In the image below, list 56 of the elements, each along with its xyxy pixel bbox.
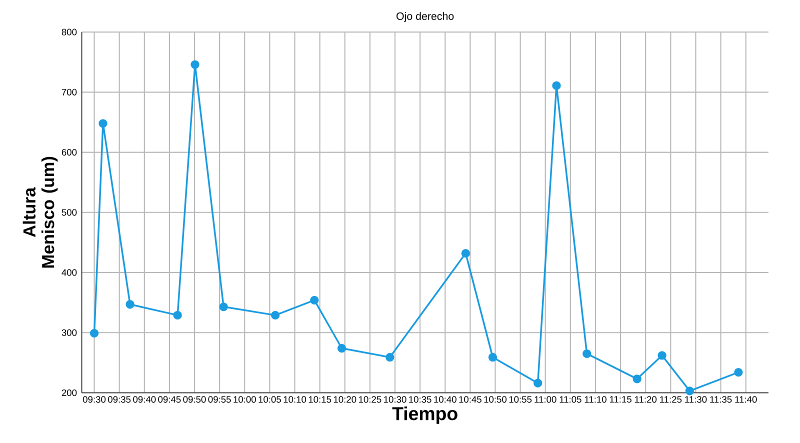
point <box>386 352 394 362</box>
x-tick-label: 09:30 <box>82 396 106 403</box>
point <box>126 300 134 309</box>
x-tick-label: 10:15 <box>308 396 332 403</box>
point <box>337 344 346 353</box>
x-tick-label: 10:35 <box>409 396 432 403</box>
x-tick-label: 11:20 <box>634 396 657 403</box>
point <box>270 310 280 320</box>
x-tick-label: 10:45 <box>459 396 482 403</box>
x-tick-label: 09:35 <box>108 396 131 403</box>
point <box>582 349 592 358</box>
x-tick-label: 10:40 <box>434 396 456 403</box>
x-tick-label: 09:50 <box>183 396 206 403</box>
point <box>461 248 470 258</box>
x-tick-label: 11:35 <box>710 396 732 403</box>
point <box>488 352 498 362</box>
point <box>310 296 319 305</box>
x-tick-label: 11:15 <box>610 396 632 403</box>
chart-title: Ojo derecho <box>396 12 454 22</box>
x-tick-label: 11:05 <box>560 396 582 403</box>
y-tick-label: 800 <box>62 28 77 36</box>
point <box>632 374 642 384</box>
point <box>658 351 666 360</box>
x-tick-label: 09:40 <box>133 396 156 403</box>
y-tick-label: 500 <box>62 209 77 216</box>
x-tick-label: 11:25 <box>660 396 682 403</box>
point <box>685 386 694 396</box>
point <box>98 119 108 128</box>
y-tick-label: 400 <box>62 269 77 276</box>
y-axis-title: Altura Menisco (um) <box>22 156 58 268</box>
point <box>534 378 542 388</box>
x-tick-label: 09:45 <box>158 396 181 403</box>
point <box>90 328 99 338</box>
y-tick-label: 300 <box>62 329 77 336</box>
point <box>552 81 561 90</box>
y-tick-label: 200 <box>62 389 77 396</box>
point <box>173 310 182 320</box>
point <box>734 368 743 377</box>
x-tick-label: 10:55 <box>509 396 532 403</box>
y-tick-label: 600 <box>62 149 77 156</box>
x-tick-label: 10:00 <box>234 396 256 403</box>
x-tick-label: 11:30 <box>685 396 707 403</box>
x-tick-label: 10:50 <box>484 396 507 403</box>
x-axis-title: Tiempo <box>392 406 458 424</box>
x-tick-label: 11:40 <box>735 396 757 403</box>
x-tick-label: 09:55 <box>208 396 231 403</box>
x-tick-label: 11:00 <box>534 396 556 403</box>
point <box>190 60 200 69</box>
x-tick-label: 10:20 <box>334 396 356 403</box>
point <box>219 302 228 312</box>
x-tick-label: 10:30 <box>384 396 406 403</box>
x-tick-label: 10:05 <box>258 396 281 403</box>
y-tick-label: 700 <box>62 88 77 96</box>
x-tick-label: 10:10 <box>284 396 306 403</box>
x-tick-label: 11:10 <box>584 396 606 403</box>
x-tick-label: 10:25 <box>358 396 382 403</box>
